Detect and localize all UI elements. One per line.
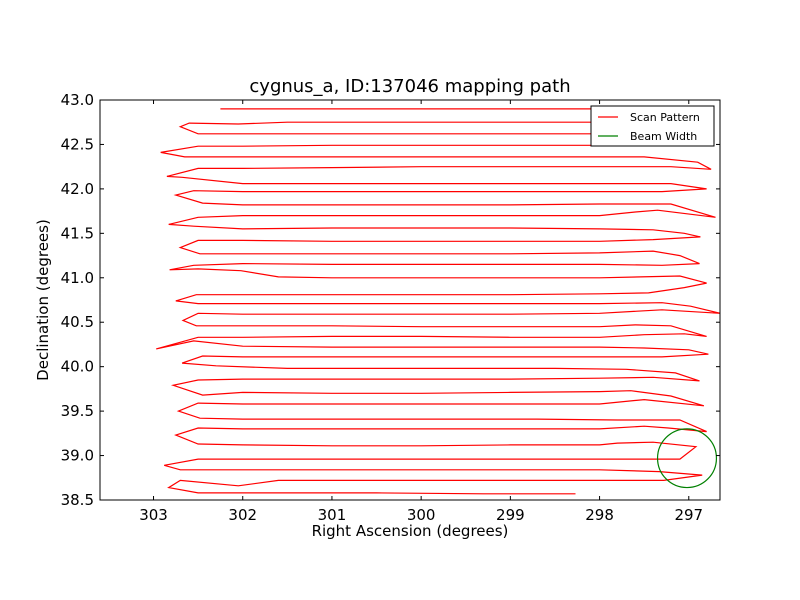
x-tick-label: 300	[407, 506, 436, 524]
x-tick-label: 301	[318, 506, 347, 524]
beam-width-circle	[656, 428, 718, 489]
y-axis-label: Declination (degrees)	[34, 219, 52, 381]
y-tick-label: 42.0	[61, 180, 94, 198]
x-tick-label: 298	[585, 506, 614, 524]
legend-label: Scan Pattern	[630, 111, 700, 124]
legend: Scan Pattern Beam Width	[590, 105, 715, 147]
chart-title: cygnus_a, ID:137046 mapping path	[249, 76, 570, 97]
y-tick-label: 39.0	[61, 447, 94, 465]
plot-frame	[99, 99, 721, 501]
y-tick-label: 43.0	[61, 91, 94, 109]
x-axis-label: Right Ascension (degrees)	[312, 522, 509, 540]
plot-background	[100, 100, 720, 500]
plot-area	[99, 99, 721, 501]
y-tick-label: 40.5	[61, 313, 94, 331]
x-tick-label: 303	[139, 506, 168, 524]
x-tick-label: 299	[496, 506, 525, 524]
scan-pattern-line	[156, 106, 720, 495]
x-axis: 303 302 301 300 299 298 297	[139, 100, 703, 524]
y-tick-label: 38.5	[61, 491, 94, 509]
y-axis: 38.5 39.0 39.5 40.0 40.5 41.0 41.5 42.0 42.5 43.0	[61, 91, 720, 509]
y-tick-label: 42.5	[61, 135, 94, 153]
x-tick-label: 302	[228, 506, 257, 524]
legend-box	[590, 105, 715, 147]
legend-label: Beam Width	[630, 130, 697, 143]
series-layer	[156, 106, 720, 495]
y-tick-label: 39.5	[61, 402, 94, 420]
y-tick-label: 41.0	[61, 269, 94, 287]
x-tick-label: 297	[674, 506, 703, 524]
y-tick-label: 40.0	[61, 358, 94, 376]
y-tick-label: 41.5	[61, 224, 94, 242]
